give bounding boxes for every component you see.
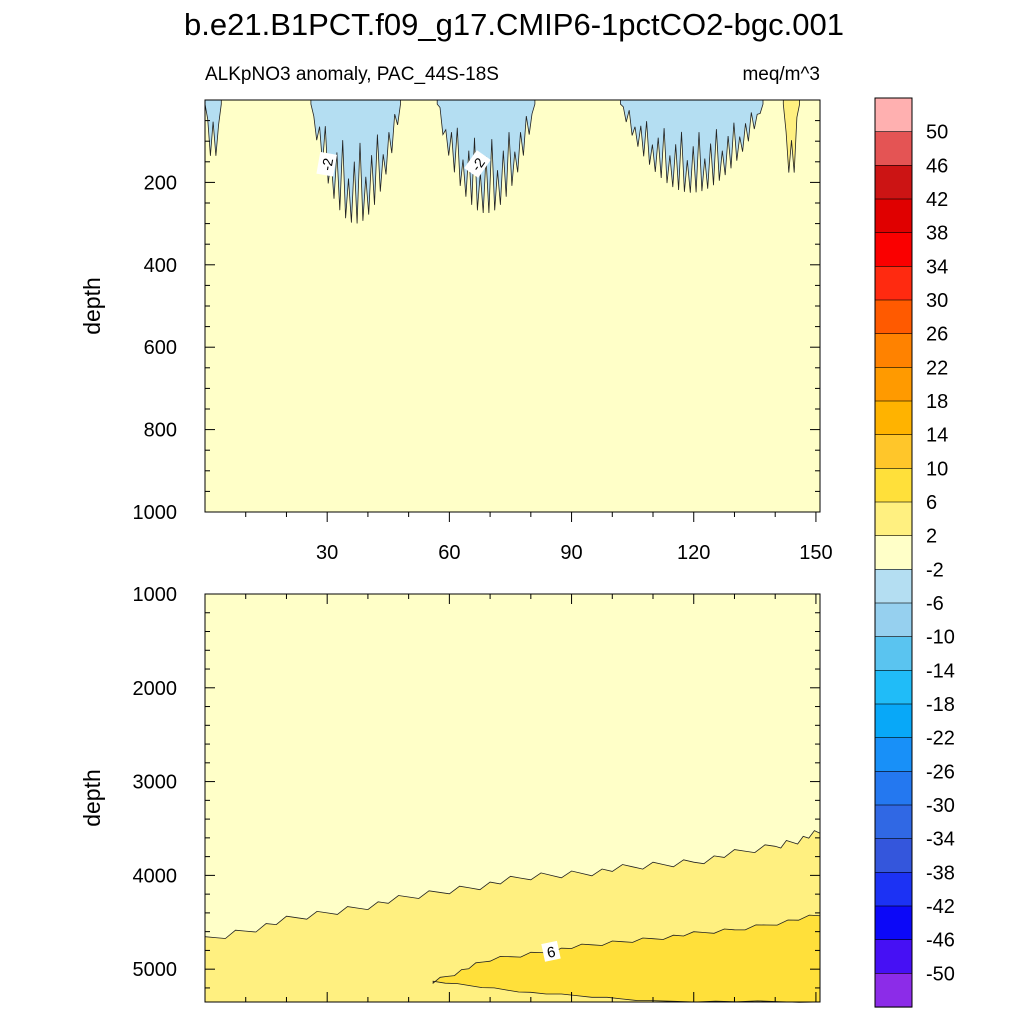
colorbar-label: -38 <box>926 862 955 884</box>
lower-ticks: 1000 2000 3000 4000 5000 <box>133 584 820 1002</box>
colorbar-swatch <box>874 367 913 402</box>
colorbar-label: -22 <box>926 728 955 750</box>
contour-label: -2 <box>316 151 337 177</box>
colorbar-swatch <box>874 266 913 301</box>
y-tick-label: 2000 <box>133 678 178 700</box>
colorbar-label: 42 <box>926 189 948 211</box>
colorbar-label: 46 <box>926 155 948 177</box>
x-tick-label: 120 <box>677 542 710 564</box>
colorbar-swatch <box>874 771 913 806</box>
y-tick-label: 600 <box>144 337 177 359</box>
figure-title: b.e21.B1PCT.f09_g17.CMIP6-1pctCO2-bgc.00… <box>184 7 844 42</box>
colorbar-swatch <box>874 737 913 772</box>
contour-line <box>204 830 821 939</box>
colorbar-swatch <box>874 501 913 537</box>
colorbar-swatch <box>874 232 913 267</box>
colorbar-label: 2 <box>926 526 937 548</box>
colorbar-label: 50 <box>926 122 948 144</box>
colorbar-swatch <box>874 165 913 200</box>
y-tick-label: 1000 <box>133 584 178 606</box>
lower-contour-regions <box>204 830 821 1003</box>
contour-region <box>436 99 536 214</box>
colorbar-label: -30 <box>926 795 955 817</box>
colorbar-swatch <box>874 131 913 166</box>
colorbar-label: 14 <box>926 425 948 447</box>
colorbar-label: -46 <box>926 930 955 952</box>
panel-subtitle-right: meq/m^3 <box>742 64 820 85</box>
upper-ticks: 200 400 600 800 1000 30 60 90 120 150 <box>133 120 833 564</box>
upper-contour-labels: -2 -2 <box>316 150 491 178</box>
colorbar-label: -26 <box>926 761 955 783</box>
colorbar-swatch <box>874 535 913 570</box>
colorbar: 50 46 42 38 34 30 26 22 18 14 10 6 2 -2 -6 -10 -14 -18 -22… <box>874 97 955 1008</box>
lower-contour-labels: 6 <box>541 940 561 962</box>
colorbar-swatch <box>874 872 913 907</box>
colorbar-swatch <box>874 400 913 436</box>
colorbar-label: 30 <box>926 290 948 312</box>
colorbar-swatch <box>874 468 913 503</box>
y-tick-label: 5000 <box>133 959 178 981</box>
x-tick-label: 150 <box>799 542 832 564</box>
upper-panel: ALKpNO3 anomaly, PAC_44S-18S meq/m^3 200… <box>79 64 833 564</box>
colorbar-label: 6 <box>926 492 937 514</box>
colorbar-label: -42 <box>926 896 955 918</box>
colorbar-swatch <box>874 602 913 638</box>
colorbar-swatch <box>874 299 913 335</box>
svg-text:-2: -2 <box>318 157 336 172</box>
y-tick-label: 800 <box>144 420 177 442</box>
colorbar-label: -34 <box>926 829 955 851</box>
x-tick-label: 90 <box>560 542 582 564</box>
colorbar-label: 38 <box>926 223 948 245</box>
lower-panel: 1000 2000 3000 4000 5000 6 depth <box>79 584 821 1003</box>
colorbar-swatch <box>874 198 913 234</box>
colorbar-swatch <box>874 670 913 705</box>
colorbar-label: 34 <box>926 256 948 278</box>
x-tick-label: 60 <box>438 542 460 564</box>
y-tick-label: 4000 <box>133 865 178 887</box>
contour-region <box>432 914 821 1003</box>
contour-region <box>782 99 800 173</box>
contour-label: 6 <box>541 940 561 962</box>
colorbar-label: -50 <box>926 963 955 985</box>
colorbar-label: -2 <box>926 559 944 581</box>
colorbar-swatch <box>874 804 913 840</box>
lower-y-axis-label: depth <box>79 769 105 827</box>
y-tick-label: 200 <box>144 172 177 194</box>
colorbar-label: 22 <box>926 357 948 379</box>
contour-region <box>620 99 764 193</box>
y-tick-label: 1000 <box>133 502 178 524</box>
colorbar-label: 10 <box>926 458 948 480</box>
colorbar-swatch <box>874 939 913 974</box>
colorbar-label: -10 <box>926 627 955 649</box>
colorbar-swatch <box>874 838 913 873</box>
colorbar-label: -18 <box>926 694 955 716</box>
colorbar-swatch <box>874 636 913 671</box>
colorbar-swatch <box>874 973 913 1008</box>
contour-region <box>204 99 222 156</box>
x-tick-label: 30 <box>316 542 338 564</box>
upper-contour-regions <box>204 99 800 224</box>
contour-label: -2 <box>464 150 491 178</box>
colorbar-swatch <box>874 905 913 941</box>
contour-region <box>310 99 401 224</box>
colorbar-swatch <box>874 333 913 368</box>
colorbar-label: 18 <box>926 391 948 413</box>
upper-y-axis-label: depth <box>79 277 105 335</box>
colorbar-swatch <box>874 569 913 604</box>
y-tick-label: 3000 <box>133 772 178 794</box>
colorbar-label: -6 <box>926 593 944 615</box>
lower-plot-frame <box>204 593 821 1003</box>
colorbar-label: 26 <box>926 324 948 346</box>
colorbar-swatch <box>874 97 913 133</box>
svg-text:6: 6 <box>545 944 557 962</box>
colorbar-swatch <box>874 703 913 739</box>
y-tick-label: 400 <box>144 255 177 277</box>
colorbar-label: -14 <box>926 660 955 682</box>
colorbar-swatch <box>874 434 913 469</box>
panel-subtitle-left: ALKpNO3 anomaly, PAC_44S-18S <box>205 64 499 85</box>
